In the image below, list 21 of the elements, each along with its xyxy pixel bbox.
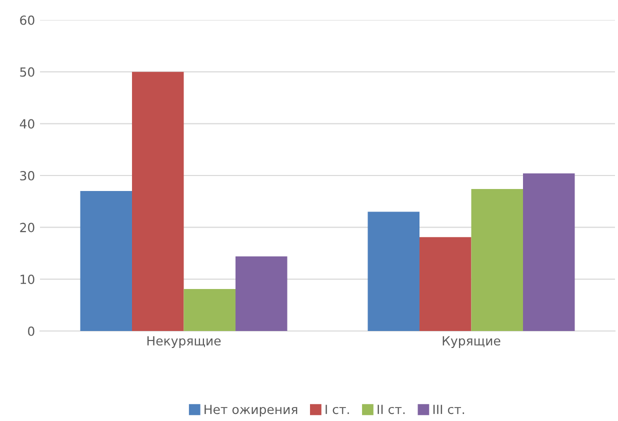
y-tick-label: 60 (20, 15, 34, 25)
y-tick-label: 30 (20, 170, 34, 180)
bar (132, 72, 184, 331)
bar (420, 237, 472, 331)
x-tick-label: Курящие (442, 336, 500, 348)
bar (368, 212, 420, 331)
y-tick-label: 0 (28, 326, 34, 336)
y-tick-label: 40 (20, 119, 34, 129)
y-tick-label: 50 (20, 67, 34, 77)
legend-label: I ст. (326, 404, 349, 414)
legend-label: Нет ожирения (204, 404, 298, 417)
bar (471, 188, 523, 331)
x-tick-label: Некурящие (147, 336, 221, 348)
legend-label: III ст. (433, 404, 464, 414)
bar (184, 289, 236, 331)
bar (80, 191, 132, 331)
y-tick-label: 20 (20, 222, 34, 232)
bar (236, 256, 288, 331)
bar (523, 173, 575, 331)
y-tick-label: 10 (20, 274, 34, 284)
legend-label: II ст. (378, 404, 405, 414)
